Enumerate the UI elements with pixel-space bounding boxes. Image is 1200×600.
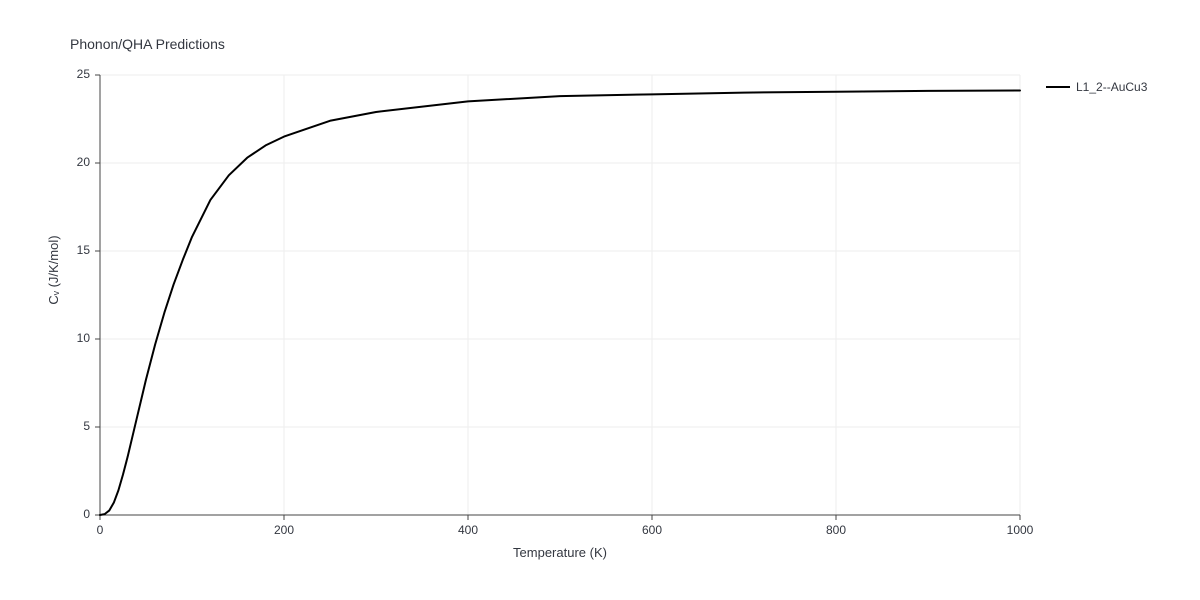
legend-swatch [1046,86,1070,88]
y-tick-label: 5 [83,419,90,433]
series-line [100,90,1020,515]
x-tick-label: 400 [454,523,482,537]
x-tick-label: 1000 [1006,523,1034,537]
legend-item[interactable]: L1_2--AuCu3 [1046,80,1147,94]
x-tick-label: 0 [86,523,114,537]
chart-container: Phonon/QHA Predictions 0510152025 020040… [0,0,1200,600]
y-tick-label: 0 [83,507,90,521]
y-tick-label: 10 [77,331,90,345]
x-tick-label: 600 [638,523,666,537]
y-tick-label: 20 [77,155,90,169]
y-tick-label: 15 [77,243,90,257]
legend-label: L1_2--AuCu3 [1076,80,1147,94]
y-axis-label: Cᵥ (J/K/mol) [46,200,61,340]
x-axis-label: Temperature (K) [460,545,660,560]
y-tick-label: 25 [77,67,90,81]
x-tick-label: 800 [822,523,850,537]
chart-plot-area [0,0,1200,600]
x-tick-label: 200 [270,523,298,537]
